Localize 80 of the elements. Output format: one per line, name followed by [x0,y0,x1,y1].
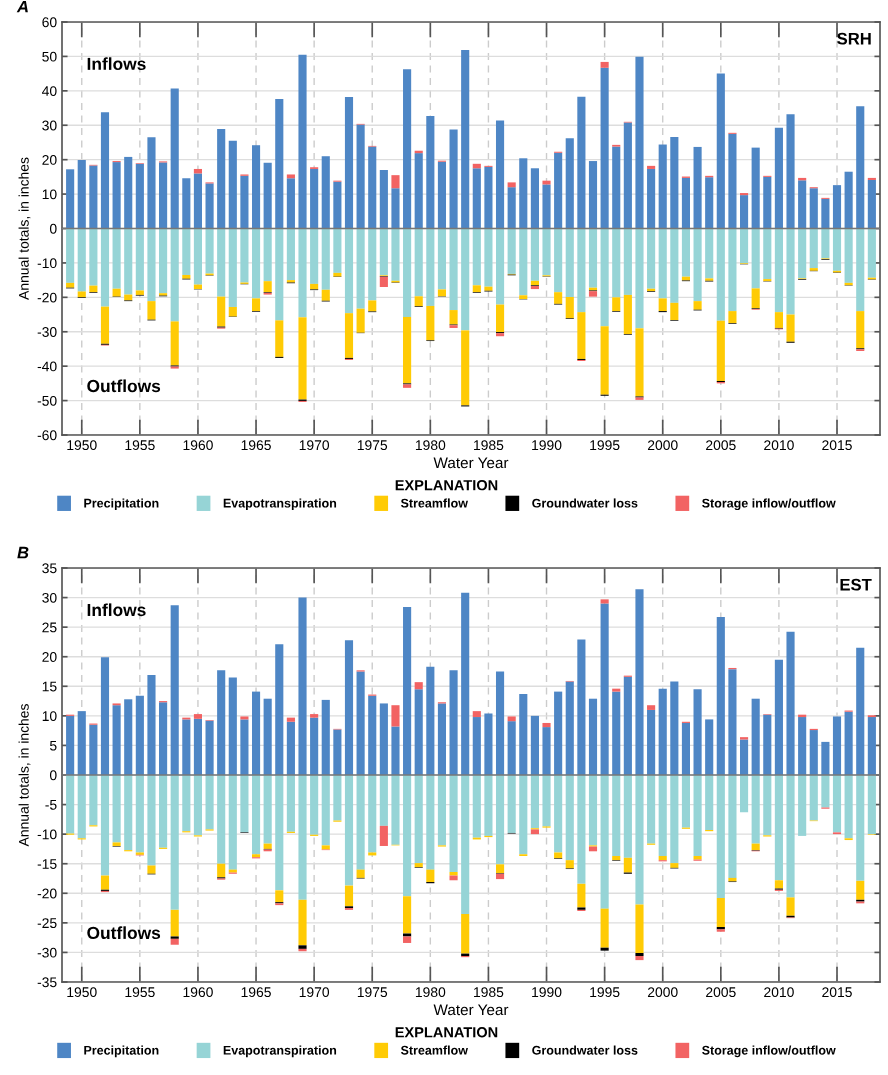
chart-subtitle: SRH [837,32,871,45]
x-tick-label: 1965 [241,440,271,451]
x-tick-label: 1955 [125,440,155,451]
x-tick-label: 1970 [299,440,330,451]
y-tick-label: 40 [42,86,57,96]
annotation: Inflows [87,603,146,617]
x-tick-label: 1995 [590,987,620,998]
y-tick-label: 5 [49,740,57,751]
legend-label: Streamflow [400,498,468,508]
y-tick-label: -25 [37,918,57,929]
legend-label: Precipitation [84,498,159,511]
y-axis-title: Annual totals, in inches [18,704,31,847]
y-tick-label: 25 [42,622,57,633]
x-tick-label: 1990 [532,987,562,998]
y-tick-label: -50 [37,395,57,406]
y-tick-label: 10 [42,711,57,722]
legend-title: EXPLANATION [395,480,498,491]
y-tick-label: 30 [42,120,57,131]
x-tick-label: 1980 [415,987,446,998]
y-tick-label: 35 [42,563,57,574]
x-tick-label: 2010 [764,440,794,451]
y-tick-label: -30 [37,327,57,337]
x-tick-label: 1950 [67,987,97,998]
legend-label: Streamflow [400,1045,468,1055]
x-tick-label: 2015 [822,987,852,998]
x-tick-label: 2005 [706,440,736,451]
annotation: Outflows [87,379,161,393]
annotation: Outflows [87,926,161,940]
y-tick-label: 0 [49,770,57,781]
y-tick-label: -20 [37,292,57,303]
legend-label: Groundwater loss [532,1045,638,1055]
x-tick-label: 1970 [299,987,330,998]
y-axis-title: Annual totals, in inches [18,157,31,300]
y-tick-label: -30 [37,947,57,958]
y-tick-label: 50 [42,51,57,62]
x-tick-label: 1960 [183,987,213,998]
x-tick-label: 1955 [125,987,155,998]
text: EST [840,578,872,591]
legend-title: EXPLANATION [395,1027,498,1038]
y-tick-label: -10 [37,258,57,269]
x-tick-label: 1975 [357,440,388,451]
x-tick-label: 1990 [532,440,562,451]
legend-label: Evapotranspiration [223,498,337,511]
y-tick-label: 60 [42,17,57,28]
y-tick-label: 30 [42,592,57,603]
x-tick-label: 1950 [67,440,97,451]
y-tick-label: -35 [37,977,57,988]
legend-label: Storage inflow/outflow [702,1045,836,1058]
y-tick-label: -40 [37,361,57,372]
legend-label: Storage inflow/outflow [702,498,836,511]
x-axis-title: Water Year [433,457,509,469]
x-tick-label: 1995 [590,440,620,451]
chart-title: B [17,546,29,559]
y-tick-label: 20 [42,652,57,662]
x-tick-label: 1960 [183,440,213,451]
legend-label: Groundwater loss [532,498,638,508]
x-tick-label: 1975 [357,987,388,998]
y-tick-label: 10 [42,189,57,200]
x-tick-label: 1980 [415,440,446,451]
x-tick-label: 1965 [241,987,271,998]
y-tick-label: 20 [42,155,57,165]
chart-title: A [16,0,28,13]
y-tick-label: -10 [37,829,57,840]
x-tick-label: 1985 [474,987,504,998]
y-tick-label: 0 [49,223,57,234]
x-axis-title: Water Year [433,1004,509,1016]
y-tick-label: 15 [42,681,57,692]
y-tick-label: -5 [45,800,57,810]
legend-label: Evapotranspiration [223,1045,337,1058]
x-tick-label: 1985 [474,440,504,451]
y-tick-label: -60 [37,430,57,441]
y-tick-label: -15 [37,859,57,869]
legend-label: Precipitation [84,1045,159,1058]
x-tick-label: 2000 [647,440,678,451]
x-tick-label: 2000 [647,987,678,998]
annotation: Inflows [87,57,146,71]
x-tick-label: 2010 [764,987,794,998]
x-tick-label: 2015 [822,440,852,451]
y-tick-label: -20 [37,888,57,899]
x-tick-label: 2005 [706,987,736,998]
